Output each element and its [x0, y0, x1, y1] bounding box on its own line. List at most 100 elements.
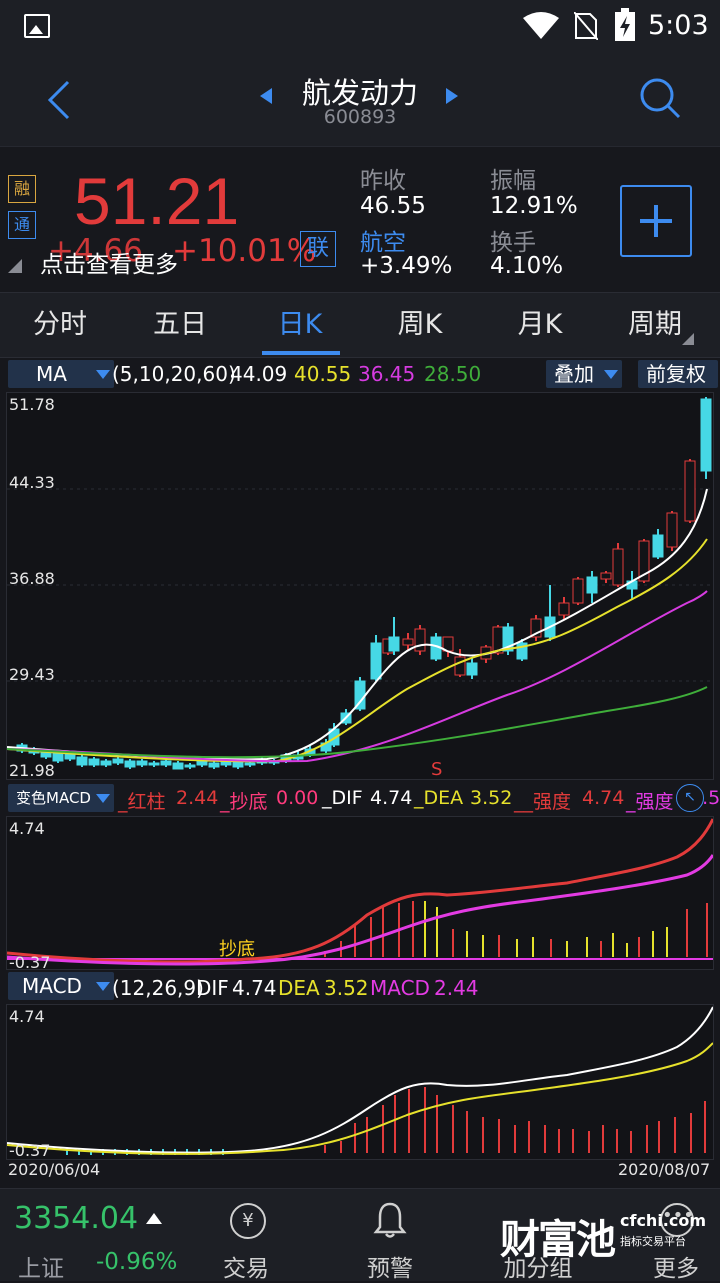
candle — [184, 764, 196, 768]
macd2-indicator-name: 变色MACD — [16, 789, 91, 807]
tab-daily-k[interactable]: 日K — [277, 309, 323, 340]
tab-monthly-k[interactable]: 月K — [517, 309, 563, 340]
stock-name: 航发动力 — [301, 76, 418, 110]
nav-trade[interactable]: ¥ 交易 — [200, 1197, 292, 1282]
prev-stock-arrow-icon[interactable] — [260, 88, 272, 104]
ma-legend-bar: MA (5,10,20,60) 44.09 40.55 36.45 28.50 … — [0, 358, 720, 390]
candle — [100, 760, 112, 766]
period-dropdown-icon — [682, 333, 694, 345]
kline-y-label-3: 36.88 — [9, 569, 55, 588]
price-change: +4.66 — [48, 233, 143, 269]
nav-alert[interactable]: 预警 — [344, 1197, 436, 1282]
date-end: 2020/08/07 — [618, 1160, 711, 1179]
candle — [370, 642, 382, 680]
kline-chart[interactable]: 51.78 44.33 36.88 29.43 21.98 S — [6, 392, 714, 780]
macd-y-top: 4.74 — [9, 1007, 45, 1026]
prev-close-label: 昨收 — [360, 168, 406, 194]
dif2-line — [7, 818, 713, 964]
status-time: 5:03 — [648, 10, 709, 41]
nav-add-group-label: 加分组 — [503, 1256, 573, 1282]
candle — [402, 638, 414, 646]
macd-params: (12,26,9) — [112, 976, 204, 1000]
sector-label[interactable]: 航空 — [360, 230, 406, 256]
ma-indicator-select[interactable]: MA — [8, 360, 114, 388]
candle — [530, 618, 542, 638]
gallery-icon — [24, 14, 50, 38]
candle — [612, 548, 624, 586]
tab-intraday[interactable]: 分时 — [33, 309, 87, 340]
index-value[interactable]: 3354.04 — [14, 1201, 139, 1236]
candle — [502, 626, 514, 652]
nav-add-group[interactable]: 加分组 — [488, 1197, 588, 1282]
candle — [52, 752, 64, 762]
chaodi-marker: 抄底 — [219, 939, 255, 960]
more-hint[interactable]: 点击查看更多 — [40, 252, 178, 278]
back-arrow-icon[interactable] — [44, 80, 74, 120]
macd-indicator-select[interactable]: MACD — [8, 972, 114, 1000]
candle — [148, 762, 160, 766]
candle — [700, 398, 712, 472]
ma-indicator-name: MA — [36, 362, 67, 386]
brand-name: 财富池 — [500, 1217, 616, 1263]
chevron-down-icon — [96, 370, 110, 379]
next-stock-arrow-icon[interactable] — [446, 88, 458, 104]
turnover-value: 4.10% — [490, 253, 564, 279]
quote-panel[interactable]: 融 通 51.21 +4.66 +10.01% 点击查看更多 联 昨收 46.5… — [0, 146, 720, 293]
battery-charging-icon — [615, 8, 635, 41]
chaodi-value: 0.00 — [276, 787, 319, 809]
candle — [208, 762, 220, 768]
kline-y-label-max: 51.78 — [9, 395, 55, 414]
candle — [454, 656, 466, 676]
active-tab-indicator — [262, 351, 340, 355]
ma-params: (5,10,20,60) — [112, 362, 236, 386]
tab-five-day[interactable]: 五日 — [153, 309, 207, 340]
ma5-value: 44.09 — [230, 362, 288, 386]
lian-button[interactable]: 联 — [300, 231, 336, 267]
period-tabs: 分时 五日 日K 周K 月K 周期 — [0, 292, 720, 358]
candle — [638, 540, 650, 582]
candle — [136, 760, 148, 766]
no-sim-icon — [574, 12, 598, 40]
nav-more[interactable]: ••• 更多 — [632, 1197, 720, 1282]
qiangdu2-label: _强度 — [626, 791, 674, 813]
brand-url: cfchi.com — [620, 1211, 707, 1230]
candle — [586, 576, 598, 594]
bell-icon — [373, 1202, 407, 1238]
macd2-chart[interactable]: 4.74 -0.37 抄底 — [6, 816, 714, 972]
badge-tong: 通 — [8, 211, 36, 239]
macd-chart[interactable]: 4.74 -0.37 — [6, 1004, 714, 1160]
kline-plot — [7, 397, 713, 770]
candle — [172, 762, 184, 770]
dea2-value: 3.52 — [470, 787, 513, 809]
close-indicator-icon[interactable]: ↖ — [676, 784, 704, 812]
yuan-exchange-icon: ¥ — [230, 1203, 266, 1239]
nav-trade-label: 交易 — [223, 1256, 269, 1282]
tab-period[interactable]: 周期 — [628, 309, 682, 340]
brand-watermark: 财富池 cfchi.com 指标交易平台 — [500, 1203, 706, 1263]
macd2-plot — [7, 818, 713, 966]
dif2-value: 4.74 — [370, 787, 413, 809]
candle — [558, 602, 570, 616]
stock-header: 航发动力 600893 — [0, 52, 720, 146]
overlay-select[interactable]: 叠加 — [546, 360, 622, 388]
chevron-down-icon — [96, 982, 110, 991]
macd-label: MACD — [370, 976, 430, 1000]
add-watchlist-button[interactable] — [620, 185, 692, 257]
dif2-label: _DIF — [322, 787, 363, 809]
candle — [244, 762, 256, 766]
brand-sub: 指标交易平台 — [620, 1235, 686, 1248]
candle — [666, 512, 678, 548]
turnover-label: 换手 — [490, 230, 536, 256]
chevron-down-icon — [96, 794, 110, 803]
price-change-pct: +10.01% — [172, 233, 317, 269]
amplitude-value: 12.91% — [490, 193, 578, 219]
tab-weekly-k[interactable]: 周K — [397, 309, 443, 340]
expand-up-icon[interactable] — [146, 1213, 162, 1224]
candle — [76, 756, 88, 766]
search-icon[interactable] — [638, 76, 682, 120]
adjust-button[interactable]: 前复权 — [638, 360, 718, 388]
ma5-line — [7, 488, 708, 761]
candle — [414, 628, 426, 652]
nav-more-label: 更多 — [653, 1256, 699, 1282]
macd2-indicator-select[interactable]: 变色MACD — [8, 784, 114, 812]
